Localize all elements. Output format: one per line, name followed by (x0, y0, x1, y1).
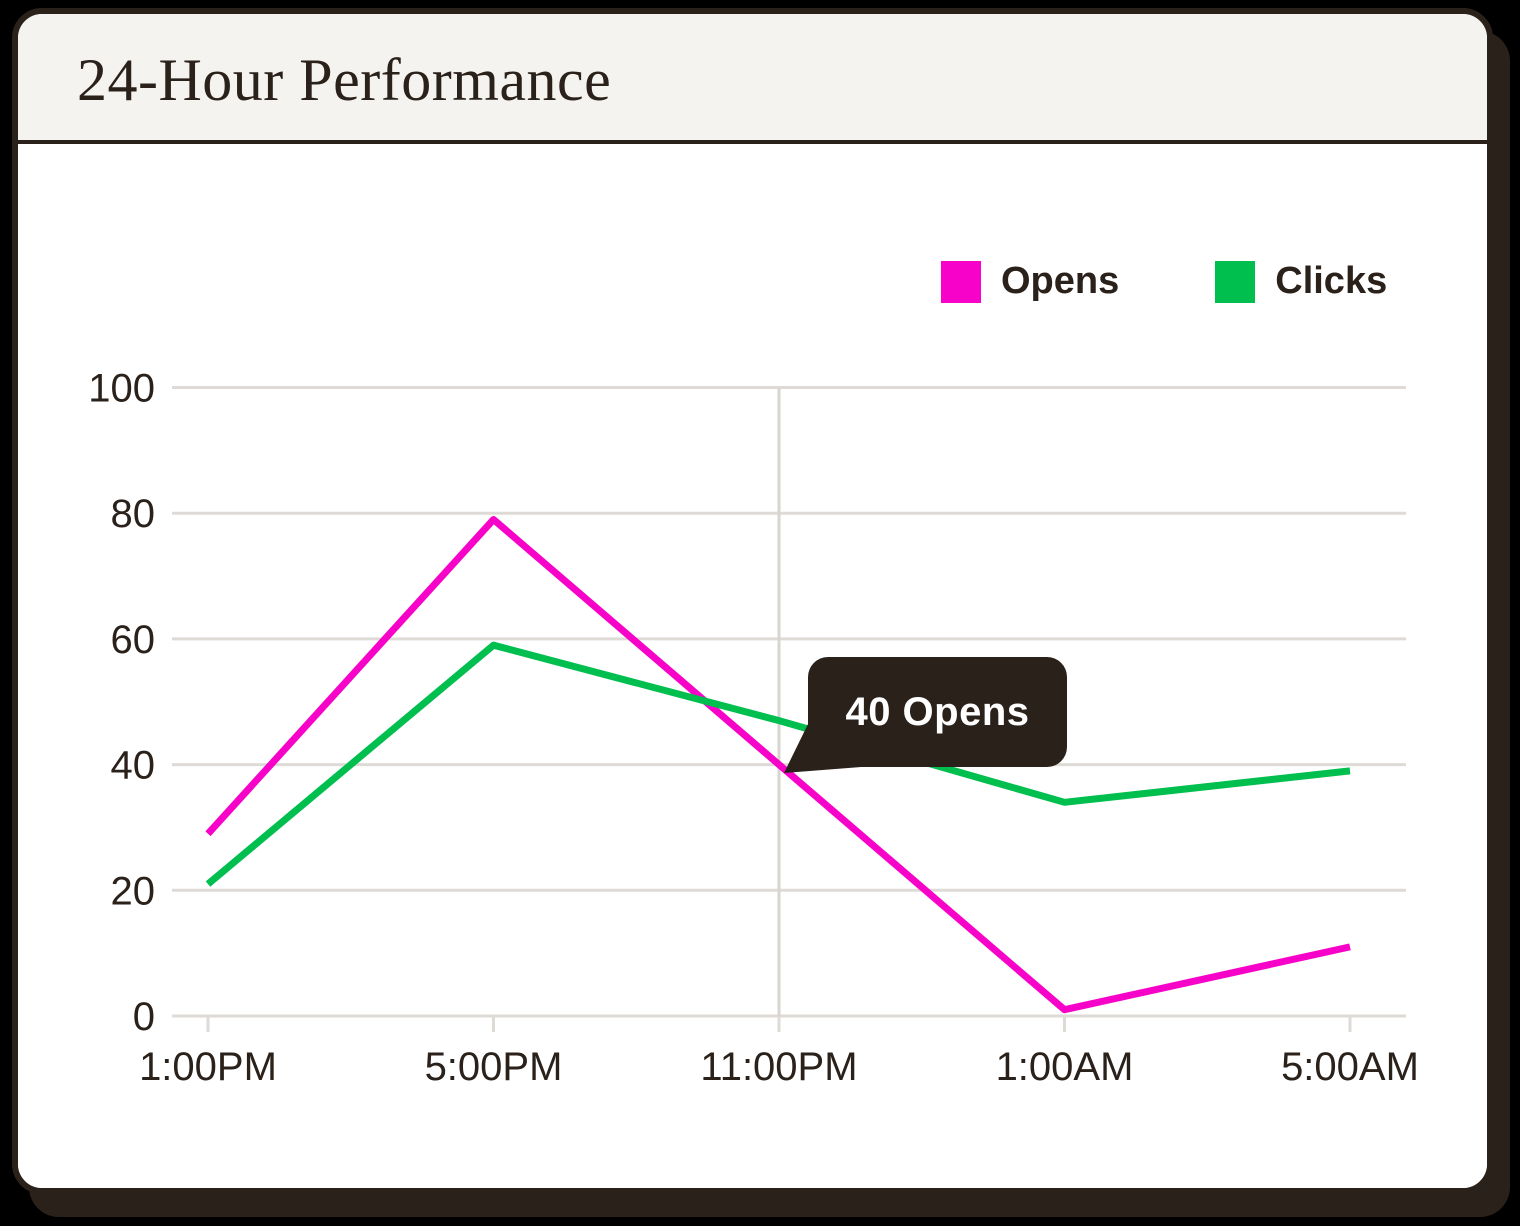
y-axis-label: 80 (111, 492, 156, 536)
performance-card: 24-Hour Performance 0 20 40 60 80 100 1:00PM 5:… (12, 8, 1493, 1194)
legend-item-clicks[interactable]: Clicks (1215, 260, 1387, 303)
chart-legend: Opens Clicks (941, 260, 1387, 303)
x-axis-label: 1:00AM (996, 1045, 1134, 1089)
card-header: 24-Hour Performance (18, 14, 1487, 144)
y-axis-label: 20 (111, 869, 156, 913)
x-axis-label: 11:00PM (700, 1045, 857, 1089)
clicks-line[interactable] (205, 641, 1351, 887)
chart-tooltip: 40 Opens (808, 657, 1067, 767)
x-axis-label: 5:00AM (1281, 1045, 1419, 1089)
opens-legend-label: Opens (1001, 260, 1120, 302)
y-axis-label: 40 (111, 744, 156, 788)
x-axis-label: 1:00PM (139, 1045, 277, 1089)
y-axis-label: 60 (111, 618, 156, 662)
card-title: 24-Hour Performance (77, 46, 612, 113)
x-axis-label: 5:00PM (425, 1045, 563, 1089)
y-axis-label: 0 (133, 995, 155, 1039)
y-axis-label: 100 (88, 367, 155, 411)
opens-line[interactable] (205, 515, 1351, 1014)
opens-swatch-icon (941, 260, 981, 303)
chart-area: 0 20 40 60 80 100 1:00PM 5:00PM 11:00PM 1:00AM 5:0… (18, 144, 1487, 1188)
clicks-legend-label: Clicks (1275, 260, 1388, 302)
legend-item-opens[interactable]: Opens (941, 260, 1119, 303)
clicks-swatch-icon (1215, 260, 1256, 303)
